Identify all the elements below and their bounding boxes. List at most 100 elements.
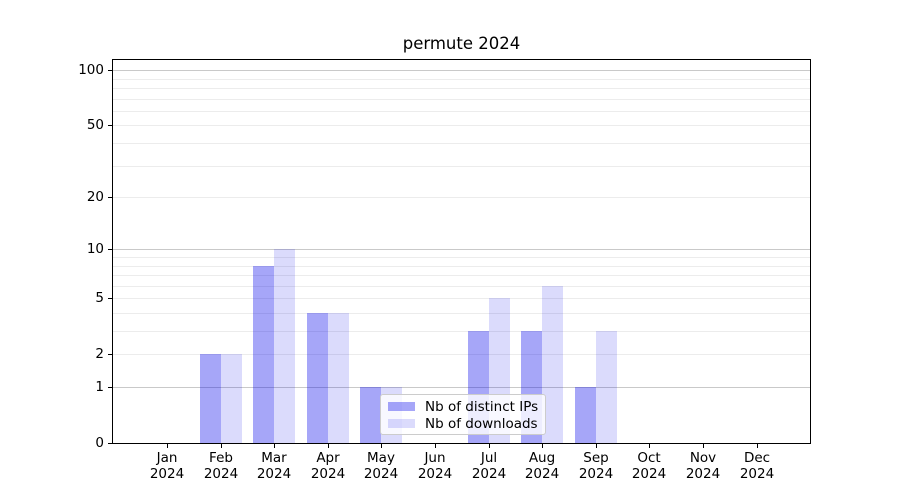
x-tick-label-line: 2024 [631, 465, 667, 482]
legend-item-downloads: Nb of downloads [387, 415, 539, 432]
x-tick-label-line: Mar [261, 450, 287, 466]
y-tick-mark [108, 125, 112, 126]
bar-distinct-ips-mar [253, 265, 275, 443]
x-tick-label-nov: Nov 2024 [671, 450, 735, 482]
y-tick-mark [108, 354, 112, 355]
y-tick-mark [108, 70, 112, 71]
x-tick-label-oct: Oct 2024 [617, 450, 681, 482]
bar-distinct-ips-sep [574, 387, 596, 443]
bar-downloads-feb [220, 354, 242, 443]
x-tick-label-line: Jul [480, 450, 498, 466]
plot-area [112, 59, 811, 444]
legend-item-distinct-ips: Nb of distinct IPs [387, 398, 539, 415]
x-tick-label-line: 2024 [203, 465, 239, 482]
x-tick-label-line: 2024 [310, 465, 346, 482]
x-tick-label-line: Apr [316, 450, 340, 466]
x-tick-mark [757, 444, 758, 448]
x-tick-mark [542, 444, 543, 448]
x-tick-label-jan: Jan 2024 [135, 450, 199, 482]
x-tick-mark [435, 444, 436, 448]
chart-title: permute 2024 [402, 34, 521, 53]
bar-downloads-mar [274, 249, 296, 443]
legend-swatch-downloads [388, 419, 415, 428]
legend: Nb of distinct IPs Nb of downloads [380, 394, 546, 435]
y-tick-mark [108, 298, 112, 299]
legend-swatch-distinct-ips [388, 402, 415, 411]
x-tick-label-line: Sep [583, 450, 609, 466]
gridline-major [113, 249, 810, 250]
gridline-minor [113, 143, 810, 144]
gridline-minor [113, 266, 810, 267]
x-tick-mark [596, 444, 597, 448]
x-tick-label-line: Aug [528, 450, 556, 466]
x-tick-label-line: 2024 [739, 465, 775, 482]
bar-distinct-ips-may [360, 387, 382, 443]
bar-downloads-apr [327, 313, 349, 443]
x-tick-label-apr: Apr 2024 [296, 450, 360, 482]
gridline-minor [113, 354, 810, 355]
x-tick-label-sep: Sep 2024 [564, 450, 628, 482]
y-tick-mark [108, 249, 112, 250]
gridline-minor [113, 286, 810, 287]
x-tick-mark [489, 444, 490, 448]
gridline-minor [113, 197, 810, 198]
x-tick-label-line: 2024 [256, 465, 292, 482]
x-tick-label-line: Dec [743, 450, 771, 466]
x-tick-label-mar: Mar 2024 [242, 450, 306, 482]
x-tick-mark [381, 444, 382, 448]
x-tick-mark [167, 444, 168, 448]
y-tick-label-20: 20 [86, 189, 104, 205]
y-tick-label-10: 10 [86, 241, 104, 257]
gridline-minor [113, 275, 810, 276]
y-tick-label-100: 100 [78, 62, 104, 78]
x-tick-label-may: May 2024 [349, 450, 413, 482]
x-tick-label-feb: Feb 2024 [189, 450, 253, 482]
y-tick-mark [108, 443, 112, 444]
y-tick-label-5: 5 [95, 290, 104, 306]
x-tick-label-line: 2024 [685, 465, 721, 482]
bar-distinct-ips-feb [199, 354, 221, 443]
gridline-minor [113, 111, 810, 112]
x-tick-label-jun: Jun 2024 [403, 450, 467, 482]
y-tick-mark [108, 387, 112, 388]
bar-downloads-sep [595, 331, 617, 443]
x-tick-label-line: 2024 [524, 465, 560, 482]
bar-downloads-aug [542, 285, 564, 443]
gridline-major [113, 70, 810, 71]
y-tick-label-0: 0 [95, 435, 104, 451]
gridline-minor [113, 257, 810, 258]
gridline-minor [113, 166, 810, 167]
gridline-minor [113, 99, 810, 100]
x-tick-label-dec: Dec 2024 [725, 450, 789, 482]
x-tick-label-line: 2024 [417, 465, 453, 482]
x-tick-label-line: Jan [156, 450, 178, 466]
y-tick-label-2: 2 [95, 346, 104, 362]
x-tick-label-line: 2024 [363, 465, 399, 482]
x-tick-mark [274, 444, 275, 448]
x-tick-mark [328, 444, 329, 448]
x-tick-mark [703, 444, 704, 448]
gridline-minor [113, 298, 810, 299]
x-tick-label-line: Nov [689, 450, 717, 466]
gridline-minor [113, 88, 810, 89]
legend-label-distinct-ips: Nb of distinct IPs [425, 398, 539, 415]
x-tick-label-line: Feb [209, 450, 233, 466]
y-tick-label-1: 1 [95, 379, 104, 395]
gridline-minor [113, 79, 810, 80]
y-tick-mark [108, 197, 112, 198]
gridline-minor [113, 313, 810, 314]
x-tick-label-line: May [367, 450, 395, 466]
x-tick-mark [221, 444, 222, 448]
bar-distinct-ips-apr [306, 313, 328, 443]
x-tick-label-jul: Jul 2024 [457, 450, 521, 482]
y-tick-label-50: 50 [86, 117, 104, 133]
gridline-minor [113, 125, 810, 126]
x-tick-label-line: Oct [637, 450, 661, 466]
x-tick-label-aug: Aug 2024 [510, 450, 574, 482]
gridline-major [113, 387, 810, 388]
x-tick-label-line: 2024 [149, 465, 185, 482]
x-tick-label-line: 2024 [471, 465, 507, 482]
x-tick-label-line: Jun [424, 450, 446, 466]
legend-label-downloads: Nb of downloads [425, 415, 538, 432]
